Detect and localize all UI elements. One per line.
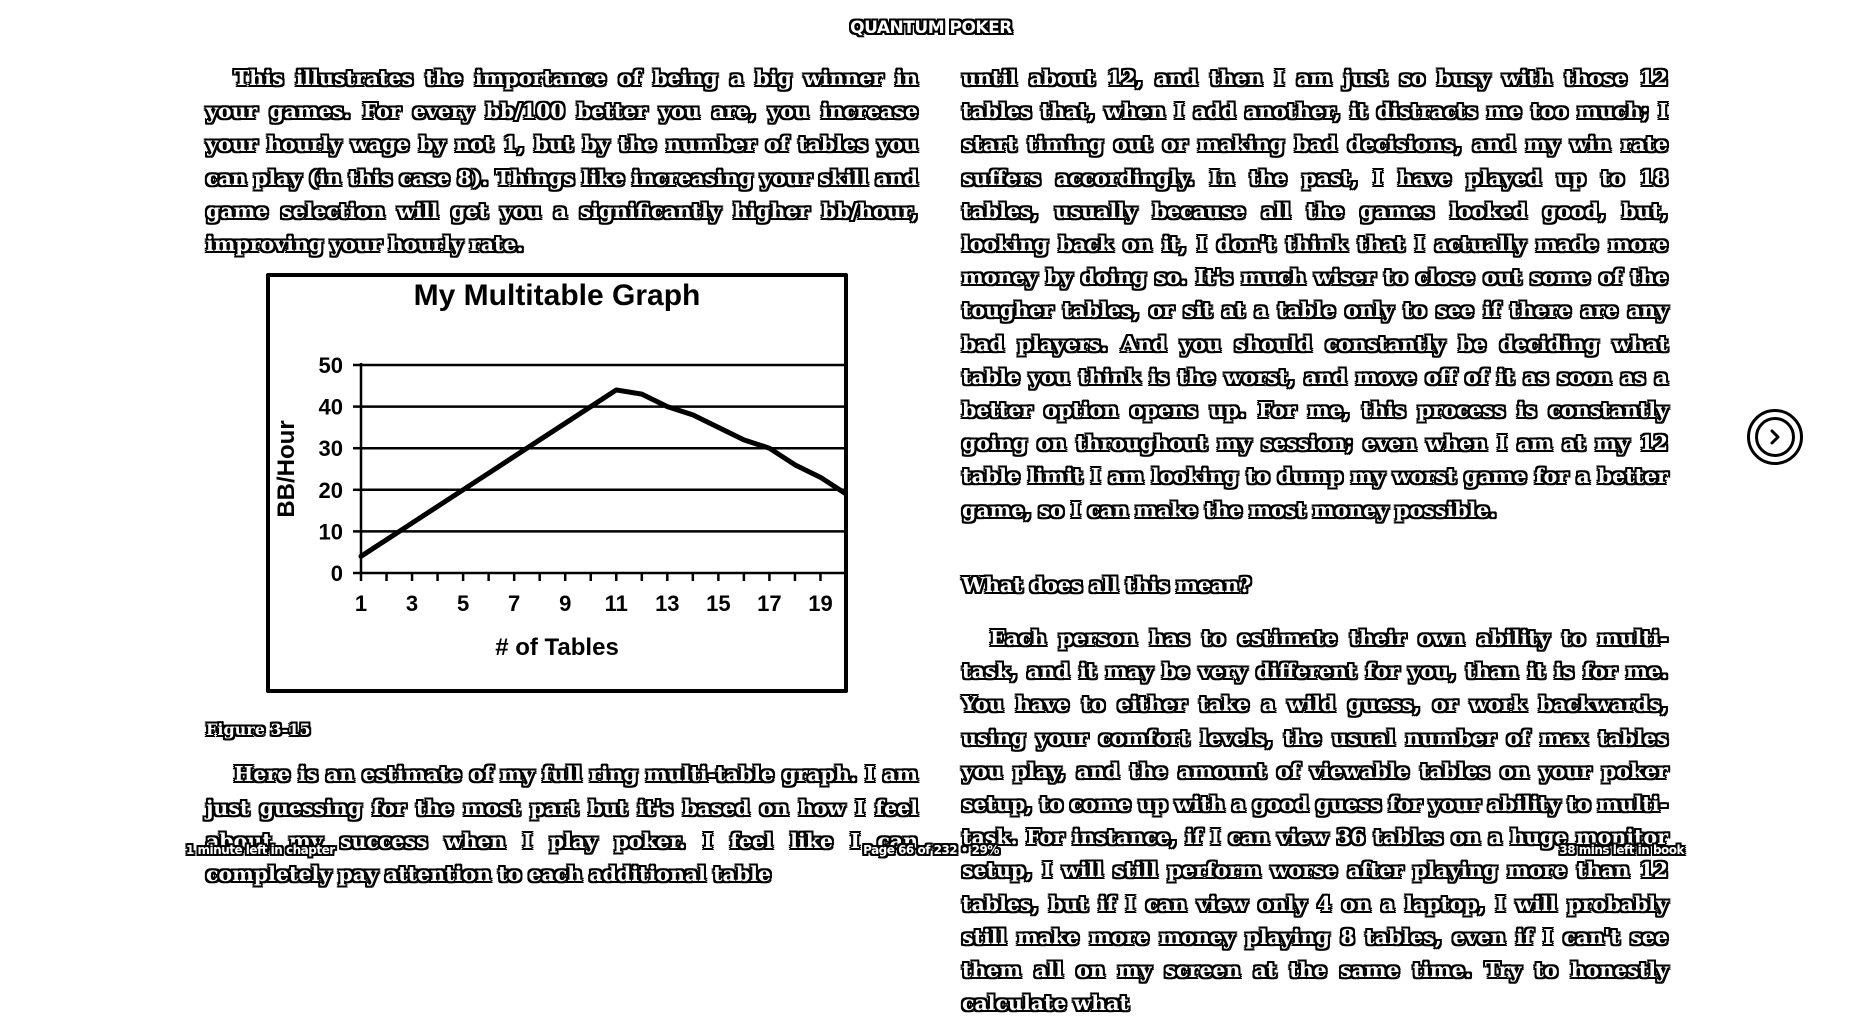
chart-title: My Multitable Graph: [414, 279, 701, 312]
paragraph: Here is an estimate of my full ring mult…: [206, 762, 918, 887]
left-column: This illustrates the importance of being…: [206, 62, 918, 891]
right-column: until about 12, and then I am just so bu…: [962, 62, 1668, 1020]
next-page-button[interactable]: [1747, 409, 1803, 465]
x-tick-label: 11: [605, 591, 628, 616]
x-tick-label: 19: [808, 591, 832, 616]
series-line: [358, 387, 844, 560]
y-tick-label: 30: [319, 436, 343, 461]
x-tick-label: 17: [757, 591, 781, 616]
x-tick-label: 3: [406, 591, 418, 616]
y-tick-label: 40: [319, 395, 343, 420]
x-tick-label: 1: [355, 591, 367, 616]
x-tick-label: 5: [457, 591, 469, 616]
x-axis-label: # of Tables: [495, 634, 619, 661]
y-tick-label: 0: [331, 561, 343, 586]
chart-figure: My Multitable Graph 0 10 20 30 40 50 1 3 5 7 9 11 13 1…: [266, 273, 848, 694]
x-tick-label: 7: [508, 591, 520, 616]
section-heading: What does all this mean?: [962, 572, 1252, 597]
x-tick-label: 13: [655, 591, 679, 616]
chapter-time-left: 1 minute left in chapter: [186, 843, 335, 857]
chevron-right-circle-icon: [1755, 417, 1795, 457]
paragraph: This illustrates the importance of being…: [206, 66, 918, 257]
page-progress: Page 66 of 232 • 29%: [863, 843, 999, 857]
paragraph: until about 12, and then I am just so bu…: [962, 66, 1668, 522]
book-title: QUANTUM POKER: [850, 18, 1012, 38]
x-tick-label: 9: [559, 591, 571, 616]
figure-caption: Figure 3-15: [206, 720, 311, 740]
x-tick-label: 15: [706, 591, 730, 616]
y-tick-label: 20: [319, 478, 343, 503]
y-tick-label: 50: [319, 353, 343, 378]
book-time-left: 38 mins left in book: [1559, 843, 1684, 857]
y-axis-label: BB/Hour: [273, 421, 300, 518]
chevron-right-icon: [1770, 429, 1780, 445]
paragraph: Each person has to estimate their own ab…: [962, 626, 1668, 1016]
y-tick-label: 10: [319, 520, 343, 545]
